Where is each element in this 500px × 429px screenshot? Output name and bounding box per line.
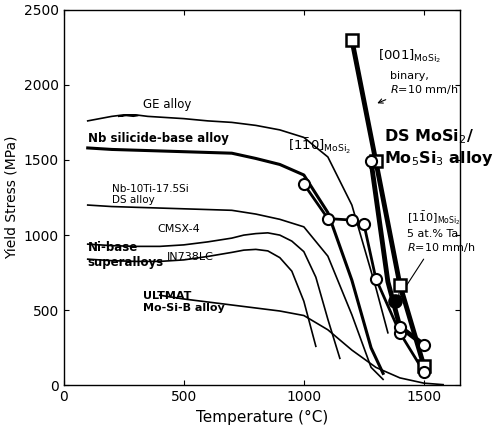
Text: ULTMAT
Mo-Si-B alloy: ULTMAT Mo-Si-B alloy — [143, 291, 224, 313]
Text: [1$\bar{1}$0]$_{\mathregular{MoSi_2}}$
5 at.% Ta
$R$=10 mm/h: [1$\bar{1}$0]$_{\mathregular{MoSi_2}}$ 5… — [398, 210, 475, 298]
Text: Nb-10Ti-17.5Si
DS alloy: Nb-10Ti-17.5Si DS alloy — [112, 184, 188, 205]
Text: [1$\bar{1}$0]$_{\mathregular{MoSi_2}}$: [1$\bar{1}$0]$_{\mathregular{MoSi_2}}$ — [288, 137, 352, 156]
X-axis label: Temperature (°C): Temperature (°C) — [196, 410, 328, 425]
Text: binary,
$R$=10 mm/h: binary, $R$=10 mm/h — [378, 71, 458, 103]
Y-axis label: Yield Stress (MPa): Yield Stress (MPa) — [4, 136, 18, 259]
Text: Nb silicide-base alloy: Nb silicide-base alloy — [88, 133, 228, 145]
Text: GE alloy: GE alloy — [143, 98, 192, 111]
Text: IN738LC: IN738LC — [167, 252, 214, 262]
Text: [001]$_{\mathregular{MoSi_2}}$: [001]$_{\mathregular{MoSi_2}}$ — [378, 48, 442, 65]
Text: Ni-base
superalloys: Ni-base superalloys — [88, 241, 164, 269]
Text: DS MoSi$_2$/
Mo$_5$Si$_3$ alloy: DS MoSi$_2$/ Mo$_5$Si$_3$ alloy — [384, 128, 494, 168]
Text: CMSX-4: CMSX-4 — [158, 224, 200, 234]
